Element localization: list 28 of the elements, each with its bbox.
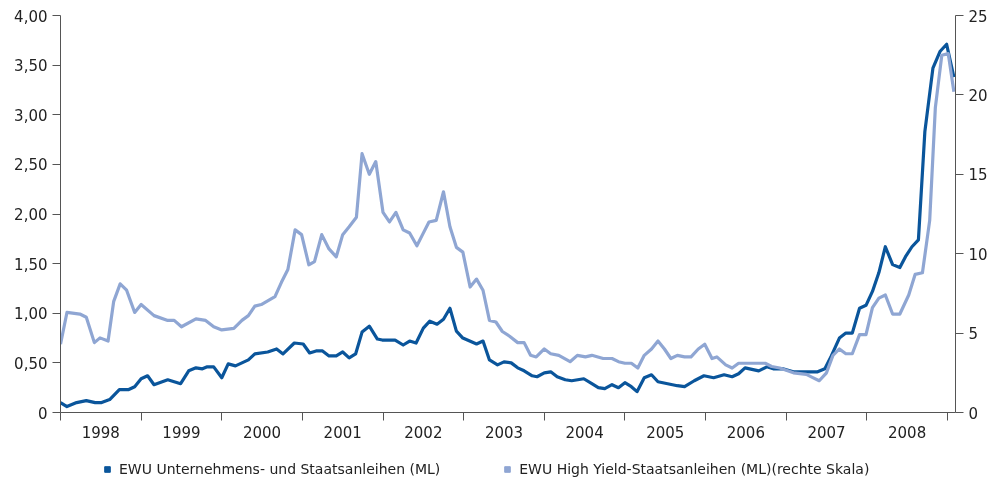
x-tick-label: 2002 (404, 423, 443, 442)
y-tick-label: 1,50 (14, 255, 48, 274)
y2-tick-label: 20 (968, 86, 988, 105)
y2-tick-label: 25 (968, 7, 988, 26)
y2-tick-label: 5 (968, 325, 979, 344)
legend-label: EWU Unternehmens- und Staatsanleihen (ML) (119, 461, 441, 477)
x-tick-label: 2003 (484, 423, 524, 442)
y-tick-label: 3,00 (14, 106, 48, 125)
y-tick-label: 4,00 (14, 7, 48, 26)
y2-tick-label: 10 (968, 245, 988, 264)
x-tick-label: 2006 (726, 423, 765, 442)
x-tick-label: 1998 (81, 423, 120, 442)
y2-tick-label: 15 (968, 166, 988, 185)
x-tick-label: 2005 (646, 423, 685, 442)
y-tick-label: 1,00 (14, 305, 48, 324)
x-tick-label: 2007 (807, 423, 846, 442)
x-tick-label: 2008 (888, 423, 927, 442)
y-tick-label: 0,50 (14, 354, 48, 373)
y2-tick-label: 0 (968, 404, 979, 423)
legend-label: EWU High Yield-Staatsanleihen (ML)(rechte Skala) (519, 461, 870, 477)
y-tick-label: 2,00 (14, 206, 48, 224)
x-tick-label: 2000 (242, 423, 282, 442)
y-tick-label: 0 (37, 404, 48, 423)
x-tick-label: 1999 (162, 423, 201, 442)
x-tick-label: 2004 (565, 423, 604, 442)
x-tick-label: 2001 (323, 423, 362, 442)
y-tick-label: 2,50 (14, 156, 48, 175)
y-tick-label: 3,50 (14, 57, 48, 76)
